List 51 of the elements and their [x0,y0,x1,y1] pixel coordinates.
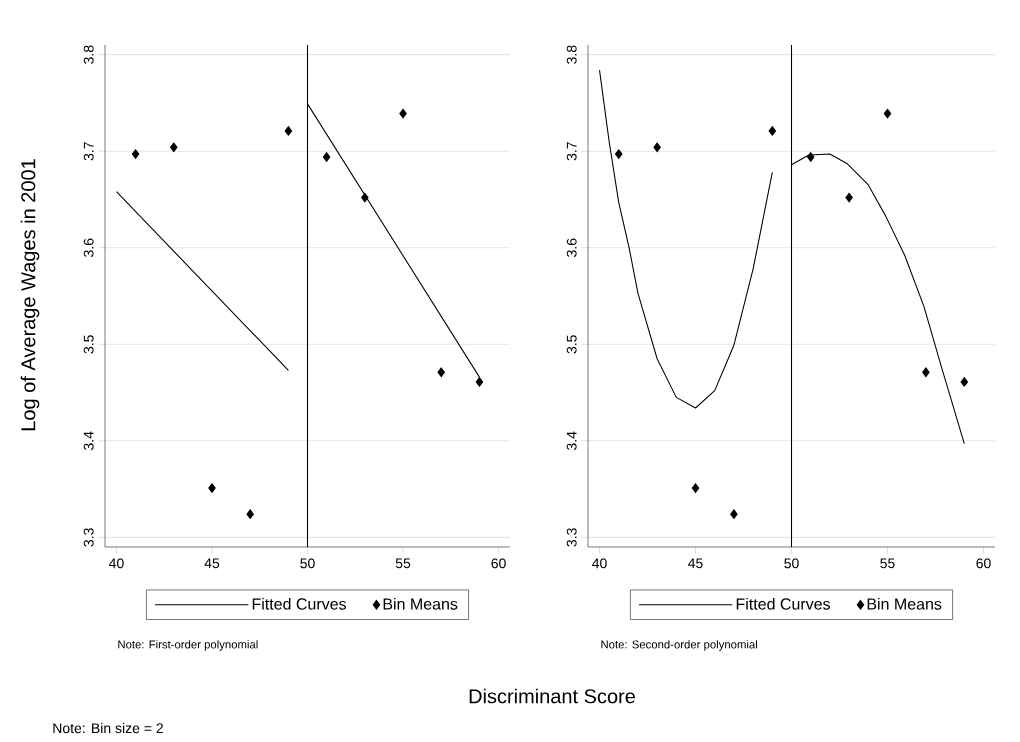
point [131,149,140,159]
point [475,377,484,387]
point [806,152,815,162]
y-tick-label: 3.4 [83,431,94,451]
point [691,483,700,493]
x-tick-label: 40 [592,558,607,569]
point [922,367,930,378]
x-tick-label: 55 [395,558,411,569]
x-tick-label: 50 [300,558,315,569]
point [399,108,407,119]
legend-label: Bin Means [867,597,942,610]
legend-label: Bin Means [383,597,458,610]
y-tick-label: 3.5 [566,335,577,354]
y-tick-label: 3.5 [83,335,94,354]
text: Fitted Curves [736,597,831,610]
point [768,126,777,136]
point [361,192,369,203]
y-tick-label: 3.3 [83,528,94,547]
point [284,126,293,136]
x-tick-label: 55 [880,558,895,569]
y-tick-label: 3.7 [83,142,94,161]
point [960,377,969,387]
text: Note: First-order polynomial [118,640,258,651]
y-tick-label: 3.7 [566,142,577,161]
point [437,367,445,378]
point [208,483,216,493]
x-tick-label: 45 [204,558,220,569]
x-axis-title: Discriminant Score [469,688,635,704]
x-tick-label: 60 [491,558,506,569]
y-tick-label: 3.6 [83,238,94,257]
x-tick-label: 40 [108,558,124,569]
x-tick-label: 50 [784,558,799,569]
point [246,509,254,519]
text: Note: Bin size = 2 [53,722,163,734]
y-tick-label: 3.8 [83,45,94,64]
text: Fitted Curves [252,597,347,610]
y-tick-label: 3.8 [566,45,577,64]
y-tick-label: 3.6 [566,238,577,257]
x-tick-label: 60 [976,558,991,569]
point [653,142,661,153]
point [614,149,623,159]
x-tick-label: 45 [688,558,703,569]
y-axis-title: Log of Average Wages in 2001 [20,159,40,431]
point [170,142,178,153]
y-tick-label: 3.3 [566,528,577,547]
point [883,108,892,119]
text: Note: Second-order polynomial [601,640,757,651]
point [845,192,853,203]
point [322,152,331,162]
y-tick-label: 3.4 [566,431,577,451]
point [730,509,738,519]
